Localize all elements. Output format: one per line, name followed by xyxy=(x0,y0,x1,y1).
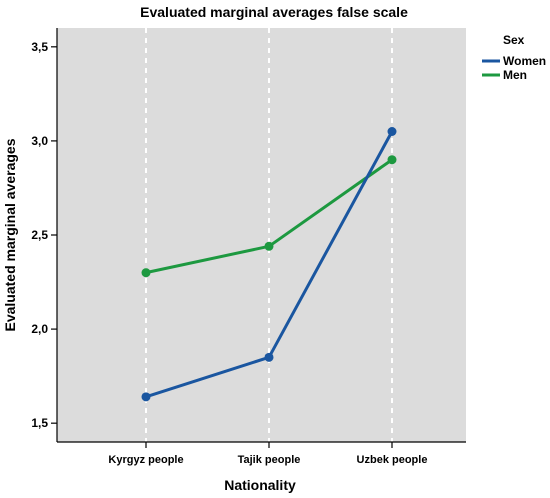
data-point-women-2 xyxy=(264,352,274,362)
legend-label-men: Men xyxy=(503,68,527,82)
y-axis-ticks: 1,5 2,0 2,5 3,0 3,5 xyxy=(31,40,57,430)
x-axis-title: Nationality xyxy=(224,477,296,493)
x-tick-label-2: Tajik people xyxy=(238,454,301,466)
data-point-men-3 xyxy=(387,155,397,165)
y-tick-label-3: 2,5 xyxy=(31,228,48,242)
x-axis-ticks: Kyrgyz people Tajik people Uzbek people xyxy=(108,442,427,466)
legend-label-women: Women xyxy=(503,54,546,68)
x-tick-label-3: Uzbek people xyxy=(357,454,428,466)
y-axis-title: Evaluated marginal averages xyxy=(2,138,18,331)
data-point-women-3 xyxy=(387,127,397,136)
y-tick-label-4: 3,0 xyxy=(31,134,48,148)
y-tick-label-5: 3,5 xyxy=(31,40,48,54)
x-tick-label-1: Kyrgyz people xyxy=(108,454,183,466)
data-point-women-1 xyxy=(141,392,151,402)
y-tick-label-1: 1,5 xyxy=(31,416,48,430)
legend-title: Sex xyxy=(503,33,525,47)
data-point-men-1 xyxy=(141,268,151,278)
series-layer xyxy=(141,127,397,402)
chart-title: Evaluated marginal averages false scale xyxy=(140,4,408,20)
plot-area xyxy=(57,28,466,442)
y-tick-label-2: 2,0 xyxy=(31,322,48,336)
data-point-men-2 xyxy=(264,241,274,251)
grid-lines xyxy=(145,28,393,442)
